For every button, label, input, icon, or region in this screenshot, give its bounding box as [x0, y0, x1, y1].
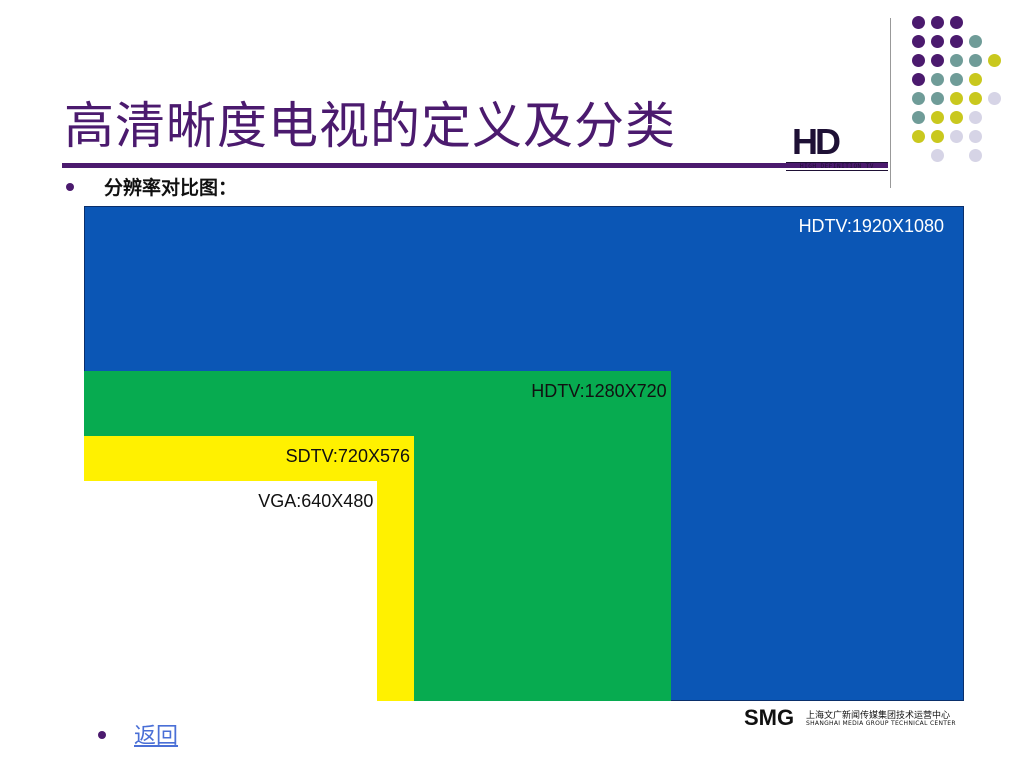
dot-icon: [912, 54, 925, 67]
dot-icon: [912, 35, 925, 48]
dot-icon: [969, 92, 982, 105]
vertical-divider: [890, 18, 891, 188]
hd-logo-subtext: HIGH DEFINITION TV: [786, 162, 888, 171]
label-hdtv-1080: HDTV:1920X1080: [798, 216, 944, 236]
label-sdtv-576: SDTV:720X576: [285, 446, 410, 467]
smg-chinese-name: 上海文广新闻传媒集团技术运营中心: [806, 711, 951, 721]
dot-icon: [950, 73, 963, 86]
slide-title: 高清晰度电视的定义及分类: [64, 97, 676, 155]
dot-icon: [912, 130, 925, 143]
dot-icon: [950, 111, 963, 124]
dot-icon: [950, 130, 963, 143]
bullet-icon: [98, 731, 106, 739]
dot-icon: [912, 111, 925, 124]
dot-icon: [969, 35, 982, 48]
bullet-icon: [66, 183, 74, 191]
dot-icon: [931, 92, 944, 105]
dot-icon: [988, 92, 1001, 105]
dot-icon: [969, 130, 982, 143]
hd-logo: HD HIGH DEFINITION TV: [786, 121, 890, 171]
dot-icon: [931, 111, 944, 124]
dot-icon: [988, 54, 1001, 67]
dot-icon: [950, 16, 963, 29]
dot-icon: [969, 54, 982, 67]
dot-icon: [931, 54, 944, 67]
dot-icon: [912, 16, 925, 29]
dot-icon: [950, 54, 963, 67]
dot-icon: [931, 35, 944, 48]
dot-icon: [912, 73, 925, 86]
dot-icon: [931, 16, 944, 29]
hd-logo-text: HD: [792, 121, 841, 162]
dot-icon: [969, 111, 982, 124]
label-hdtv-720: HDTV:1280X720: [531, 380, 667, 401]
back-link[interactable]: 返回: [134, 724, 179, 749]
resolution-comparison-diagram: HDTV:1920X1080 HDTV:1280X720 SDTV:720X57…: [84, 206, 964, 701]
dot-icon: [912, 92, 925, 105]
title-underline: [62, 163, 888, 168]
dot-icon: [931, 73, 944, 86]
dot-icon: [931, 149, 944, 162]
dot-icon: [969, 149, 982, 162]
dot-icon: [950, 92, 963, 105]
diagram-caption: 分辨率对比图：: [104, 177, 238, 199]
dot-icon: [969, 73, 982, 86]
label-vga-480: VGA:640X480: [258, 490, 374, 511]
area-vga-480: [84, 480, 378, 701]
dot-icon: [950, 35, 963, 48]
smg-english-name: SHANGHAI MEDIA GROUP TECHNICAL CENTER: [806, 720, 956, 727]
smg-logo-text: SMG: [744, 705, 795, 730]
dot-icon: [931, 130, 944, 143]
